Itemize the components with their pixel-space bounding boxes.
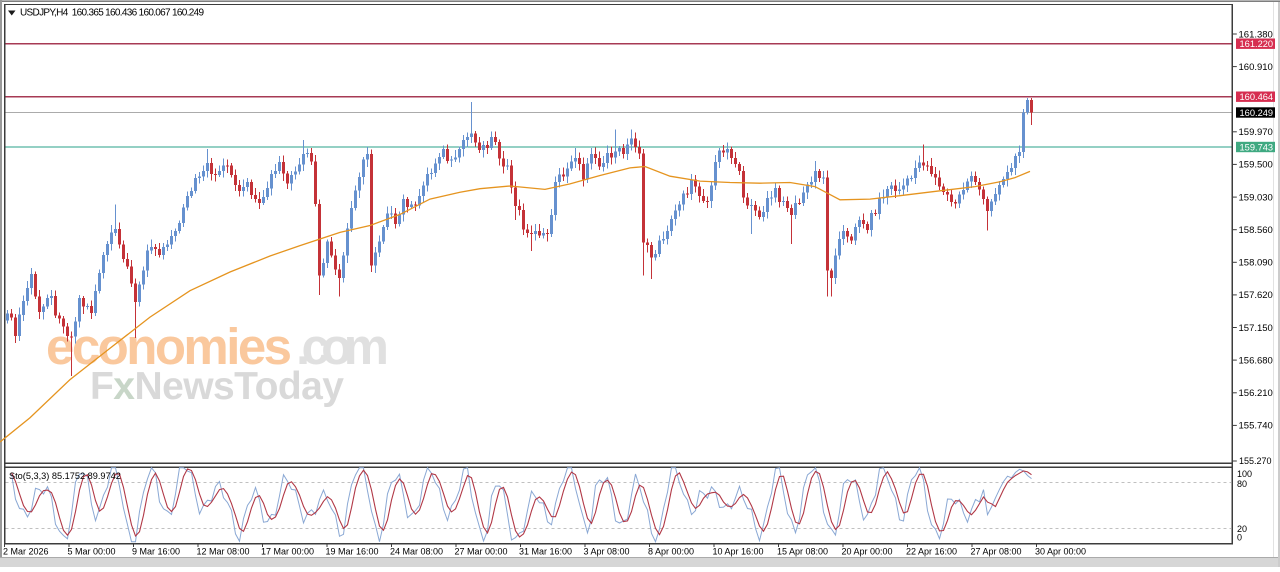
svg-text:161.220: 161.220	[1240, 39, 1274, 49]
svg-text:30 Apr 00:00: 30 Apr 00:00	[1035, 547, 1086, 557]
svg-text:8 Apr 00:00: 8 Apr 00:00	[648, 547, 694, 557]
svg-text:156.680: 156.680	[1239, 355, 1273, 366]
svg-text:USDJPY,H4 160.365 160.436 160: USDJPY,H4 160.365 160.436 160.067 160.24…	[20, 8, 204, 19]
svg-text:19 Mar 16:00: 19 Mar 16:00	[326, 547, 379, 557]
svg-text:20: 20	[1237, 524, 1247, 534]
svg-text:158.560: 158.560	[1239, 225, 1273, 236]
svg-text:FxNewsToday: FxNewsToday	[90, 365, 344, 408]
svg-text:159.500: 159.500	[1239, 160, 1273, 171]
svg-text:160.910: 160.910	[1239, 62, 1273, 73]
svg-text:15 Apr 08:00: 15 Apr 08:00	[777, 547, 828, 557]
svg-text:5 Mar 00:00: 5 Mar 00:00	[68, 547, 116, 557]
svg-text:159.743: 159.743	[1240, 142, 1274, 152]
svg-text:24 Mar 08:00: 24 Mar 08:00	[390, 547, 443, 557]
svg-text:27 Apr 08:00: 27 Apr 08:00	[971, 547, 1022, 557]
svg-text:.com: .com	[296, 318, 389, 375]
svg-text:157.620: 157.620	[1239, 290, 1273, 301]
svg-text:161.380: 161.380	[1239, 29, 1273, 40]
svg-text:20 Apr 00:00: 20 Apr 00:00	[842, 547, 893, 557]
svg-text:157.150: 157.150	[1239, 323, 1273, 334]
svg-text:17 Mar 00:00: 17 Mar 00:00	[261, 547, 314, 557]
svg-text:156.210: 156.210	[1239, 388, 1273, 399]
svg-text:22 Apr 16:00: 22 Apr 16:00	[906, 547, 957, 557]
svg-text:10 Apr 16:00: 10 Apr 16:00	[713, 547, 764, 557]
svg-text:155.740: 155.740	[1239, 421, 1273, 432]
svg-text:160.464: 160.464	[1240, 92, 1274, 102]
svg-text:9 Mar 16:00: 9 Mar 16:00	[132, 547, 180, 557]
svg-text:158.090: 158.090	[1239, 258, 1273, 269]
svg-text:3 Apr 08:00: 3 Apr 08:00	[584, 547, 630, 557]
svg-text:0: 0	[1237, 532, 1242, 542]
svg-text:160.249: 160.249	[1240, 108, 1274, 118]
svg-text:159.970: 159.970	[1239, 127, 1273, 138]
svg-text:155.270: 155.270	[1239, 456, 1272, 466]
svg-text:12 Mar 08:00: 12 Mar 08:00	[197, 547, 250, 557]
svg-text:27 Mar 00:00: 27 Mar 00:00	[455, 547, 508, 557]
svg-text:80: 80	[1237, 479, 1247, 489]
svg-text:31 Mar 16:00: 31 Mar 16:00	[519, 547, 572, 557]
svg-text:159.030: 159.030	[1239, 192, 1273, 203]
svg-text:100: 100	[1237, 469, 1252, 479]
svg-text:2 Mar 2026: 2 Mar 2026	[3, 547, 49, 557]
svg-text:Sto(5,3,3) 85.1752 89.9742: Sto(5,3,3) 85.1752 89.9742	[9, 471, 121, 481]
